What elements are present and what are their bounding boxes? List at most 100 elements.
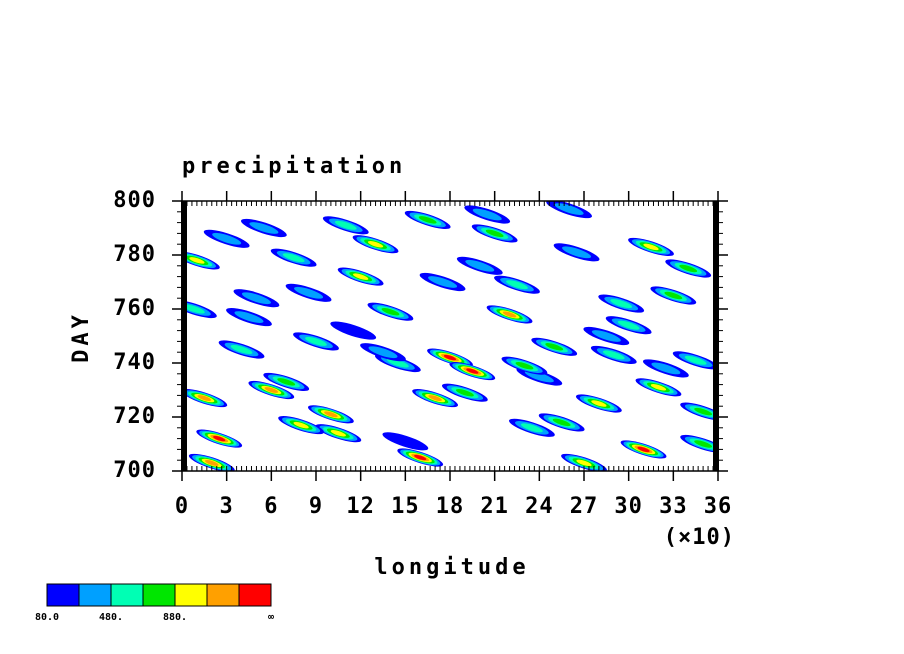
precip-cell bbox=[360, 343, 406, 362]
precip-cell bbox=[248, 380, 295, 400]
precip-cell bbox=[367, 302, 414, 321]
contour-fill bbox=[506, 280, 528, 290]
precip-cell bbox=[531, 337, 578, 356]
precip-cell bbox=[315, 424, 362, 443]
contour-fill bbox=[520, 423, 543, 433]
colorbar-box bbox=[142, 583, 176, 607]
precip-cell bbox=[598, 294, 645, 313]
contour-fill bbox=[305, 336, 327, 346]
precip-cell bbox=[628, 237, 674, 256]
contour-fill bbox=[414, 454, 427, 461]
colorbar-label: 80.0 bbox=[35, 612, 59, 623]
precip-cell bbox=[583, 326, 630, 346]
x-tick-label: 36 bbox=[704, 494, 733, 519]
y-tick-label: 760 bbox=[113, 296, 156, 321]
contour-fill bbox=[381, 307, 400, 316]
contour-fill bbox=[382, 432, 429, 451]
contour-fill bbox=[353, 273, 369, 280]
x-axis-label: longitude bbox=[374, 555, 529, 580]
precip-cell bbox=[553, 243, 600, 262]
precip-cell bbox=[449, 362, 496, 381]
precip-cell bbox=[293, 332, 339, 351]
y-tick-label: 800 bbox=[113, 188, 156, 213]
colorbar-box bbox=[238, 583, 272, 607]
contour-fill bbox=[466, 368, 479, 374]
contour-fill bbox=[465, 259, 495, 272]
y-tick-label: 740 bbox=[113, 350, 156, 375]
contour-fill bbox=[183, 304, 205, 314]
contour-fill bbox=[694, 407, 713, 416]
contour-fill bbox=[455, 388, 474, 397]
colorbar-label: ∞ bbox=[268, 612, 274, 623]
chart-title: precipitation bbox=[182, 154, 406, 179]
precip-cell bbox=[322, 216, 369, 235]
x-tick-label: 9 bbox=[309, 494, 323, 519]
contour-fill bbox=[485, 229, 504, 238]
precip-cell bbox=[397, 448, 444, 467]
contour-fill bbox=[428, 395, 442, 402]
contour-fill bbox=[294, 286, 324, 299]
precip-cell bbox=[509, 418, 555, 437]
colorbar-label: 880. bbox=[163, 612, 187, 623]
precip-cell bbox=[270, 248, 317, 267]
y-tick-label: 720 bbox=[113, 404, 156, 429]
contour-fill bbox=[502, 311, 517, 318]
colorbar-box bbox=[46, 583, 80, 607]
colorbar-label: 480. bbox=[99, 612, 123, 623]
precip-cell bbox=[203, 229, 250, 248]
contour-fill bbox=[277, 378, 296, 386]
precip-cell bbox=[605, 316, 652, 335]
precip-cell bbox=[188, 453, 235, 471]
contour-fill bbox=[610, 299, 633, 309]
y-tick-label: 700 bbox=[113, 458, 156, 483]
contour-fill bbox=[293, 421, 309, 429]
precip-cell bbox=[233, 289, 280, 308]
precip-cell bbox=[635, 378, 682, 397]
contour-fill bbox=[562, 246, 592, 259]
contour-fill bbox=[428, 276, 458, 288]
contour-fill bbox=[418, 216, 437, 224]
contour-fill bbox=[367, 240, 384, 248]
precip-cell bbox=[308, 405, 354, 424]
precip-cell bbox=[285, 283, 332, 302]
contour-fill bbox=[637, 446, 650, 453]
contour-fill bbox=[197, 395, 212, 402]
contour-fill bbox=[576, 459, 592, 467]
contour-fill bbox=[591, 400, 607, 407]
precip-cell bbox=[419, 272, 466, 292]
contour-fill bbox=[282, 253, 305, 263]
contour-fill bbox=[679, 264, 698, 273]
precip-cell bbox=[665, 259, 712, 278]
precip-cell bbox=[650, 286, 697, 305]
contour-fill bbox=[234, 311, 264, 323]
contour-fill bbox=[650, 384, 667, 391]
precip-cell bbox=[471, 224, 518, 243]
precip-cell bbox=[278, 416, 324, 435]
precip-cell bbox=[464, 205, 511, 224]
x-tick-label: 21 bbox=[480, 494, 509, 519]
contour-fill bbox=[443, 354, 457, 361]
contour-fill bbox=[324, 411, 338, 418]
y-axis-label: DAY bbox=[69, 311, 94, 363]
precip-cell bbox=[226, 308, 272, 327]
edge-bar bbox=[713, 201, 719, 471]
precip-cell bbox=[456, 256, 503, 275]
colorbar-box bbox=[174, 583, 208, 607]
y-tick-label: 780 bbox=[113, 242, 156, 267]
precip-cell bbox=[442, 383, 488, 402]
contour-fill bbox=[651, 362, 681, 375]
colorbar-box bbox=[110, 583, 144, 607]
x-tick-label: 12 bbox=[346, 494, 375, 519]
contour-fill bbox=[515, 361, 534, 370]
precip-cell bbox=[486, 305, 533, 324]
precip-cell bbox=[576, 394, 622, 413]
x-tick-label: 24 bbox=[525, 494, 554, 519]
x-tick-label: 3 bbox=[220, 494, 234, 519]
x-tick-label: 33 bbox=[659, 494, 688, 519]
contour-fill bbox=[241, 292, 271, 305]
precip-cell bbox=[412, 389, 458, 408]
x-multiplier: (×10) bbox=[664, 525, 735, 550]
precip-cell bbox=[590, 345, 637, 364]
